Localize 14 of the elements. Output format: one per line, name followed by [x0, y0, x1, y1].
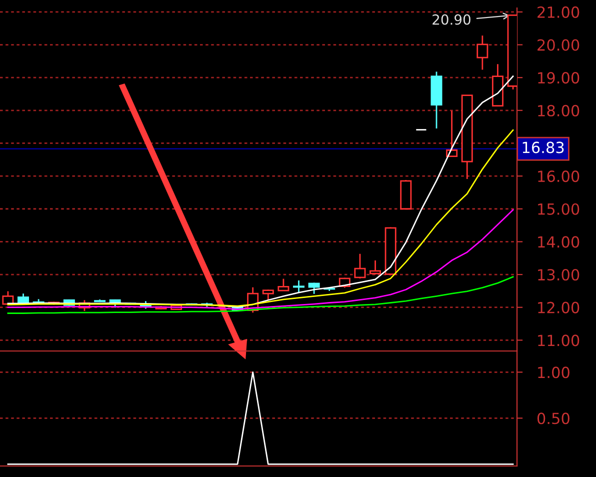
- ref-line-label: 16.83: [522, 142, 564, 154]
- y-tick-label: 16.00: [538, 170, 580, 182]
- y-tick-label: 14.00: [538, 236, 580, 248]
- y-tick-label: 13.00: [538, 268, 580, 281]
- y-tick-label: 20.00: [538, 39, 580, 51]
- y-tick-label: 18.00: [538, 104, 580, 116]
- y-tick-label: 12.00: [538, 302, 580, 314]
- y-tick-label: 15.00: [538, 203, 580, 215]
- y-tick-label: 0.50: [537, 412, 570, 424]
- y-tick-label: 11.00: [538, 334, 580, 346]
- y-tick-label: 21.00: [538, 6, 580, 18]
- y-tick-label: 1.00: [538, 366, 570, 378]
- annotation: 20.90: [432, 14, 470, 25]
- y-tick-label: 19.00: [538, 72, 580, 84]
